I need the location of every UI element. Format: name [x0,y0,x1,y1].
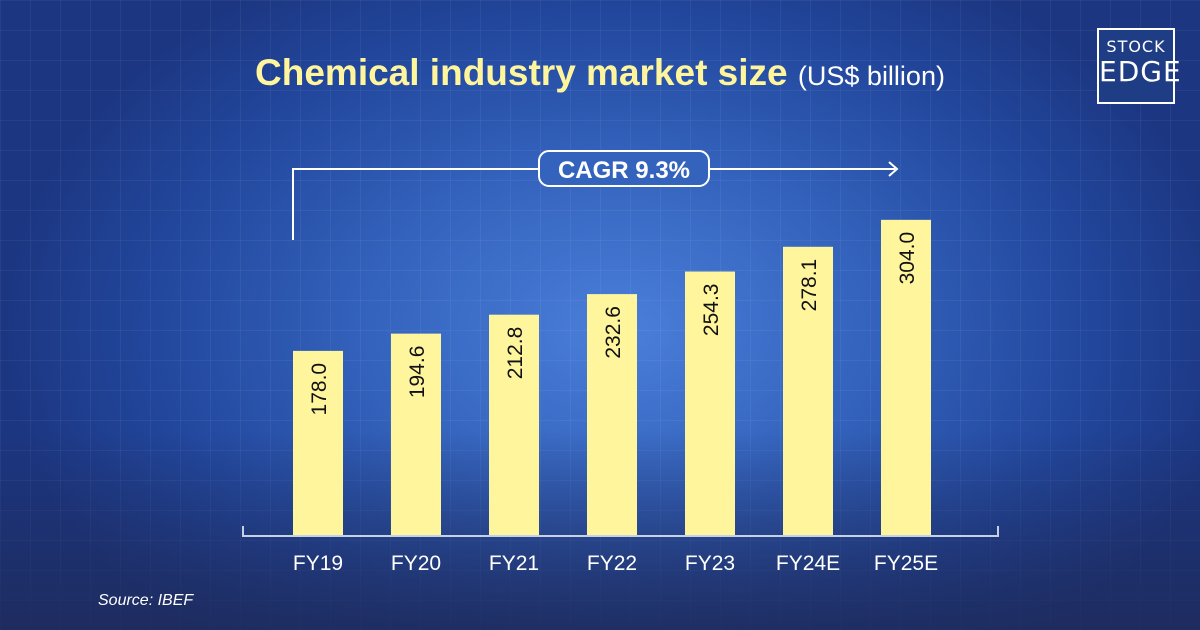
bar-FY23 [685,271,735,536]
value-label: 278.1 [798,259,821,312]
x-axis [242,526,999,537]
cagr-label: CAGR 9.3% [558,157,690,184]
x-tick-label: FY19 [293,552,343,575]
value-label: 194.6 [406,346,429,399]
value-label: 232.6 [602,306,625,359]
x-tick-label: FY22 [587,552,637,575]
bar-FY22 [587,294,637,536]
bar-FY24E [783,246,833,536]
source-note: Source: IBEF [98,592,194,609]
logo-line1: STOCK [1106,37,1166,56]
bar-FY21 [489,314,539,536]
chart-title: Chemical industry market size (US$ billi… [0,52,1200,94]
value-label: 254.3 [700,284,723,337]
cagr-annotation: CAGR 9.3% [292,150,899,240]
logo-line2: EDGE [1099,55,1182,88]
x-tick-label: FY24E [776,552,840,575]
value-label: 178.0 [308,363,331,416]
x-tick-label: FY25E [874,552,938,575]
title-text: Chemical industry market size [255,52,788,93]
x-axis-line [242,526,999,537]
cagr-badge [538,150,710,187]
stockedge-logo: STOCK EDGE [1097,28,1182,104]
value-label: 212.8 [504,327,527,380]
bar-FY19 [293,350,343,536]
x-tick-label: FY21 [489,552,539,575]
title-unit: (US$ billion) [797,61,945,91]
cagr-arrowhead-icon [888,161,899,177]
x-tick-label: FY20 [391,552,441,575]
bar-FY25E [881,219,931,536]
x-tick-label: FY23 [685,552,735,575]
bar-FY20 [391,333,441,536]
value-label: 304.0 [896,232,919,285]
